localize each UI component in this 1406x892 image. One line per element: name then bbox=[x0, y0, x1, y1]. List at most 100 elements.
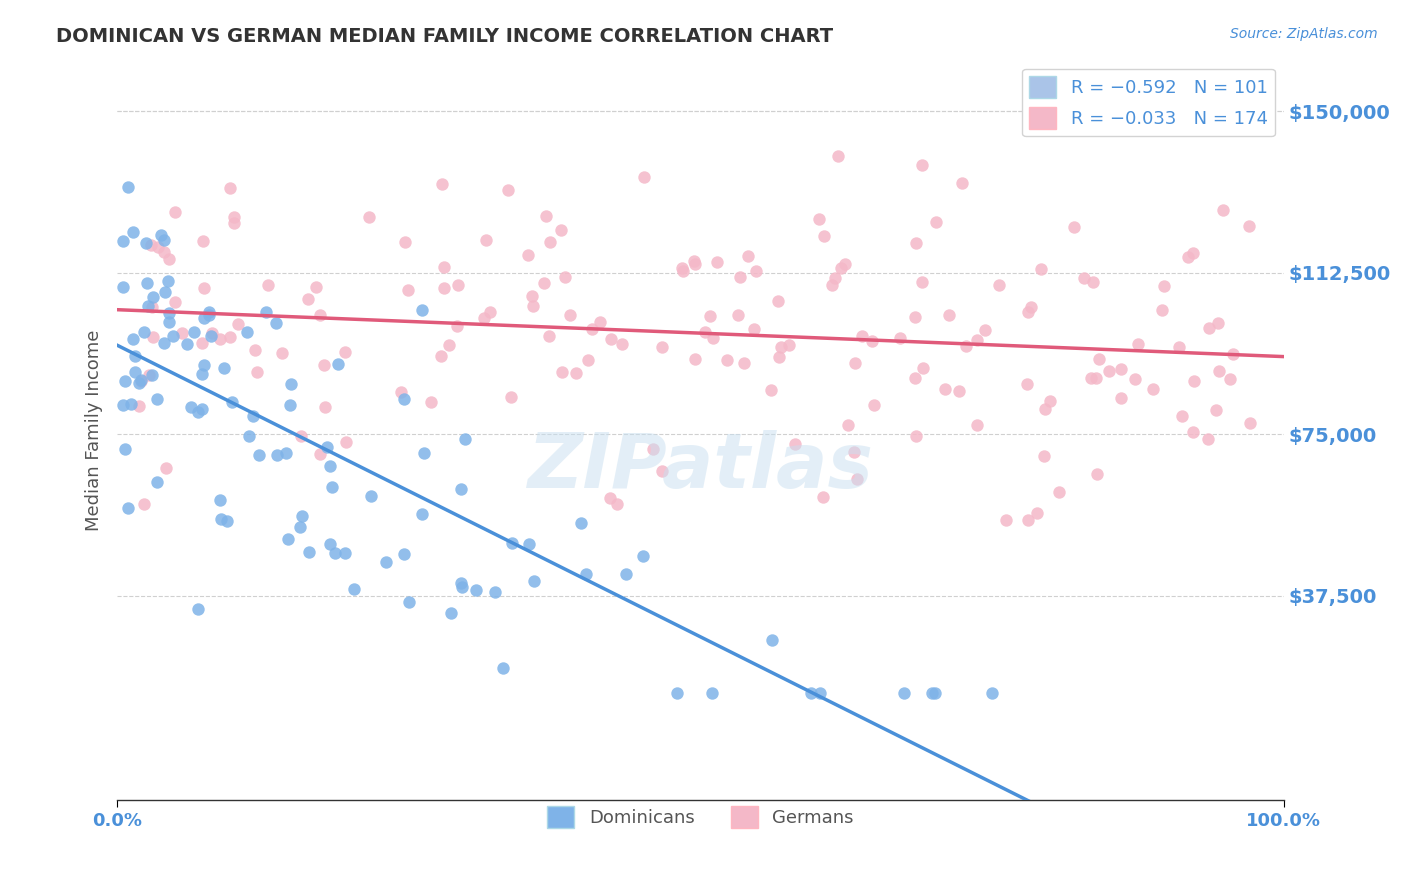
Point bbox=[520, 289, 543, 303]
Point bbox=[575, 567, 598, 582]
Point bbox=[565, 366, 588, 380]
Point bbox=[745, 264, 768, 278]
Point bbox=[1047, 485, 1070, 500]
Point bbox=[219, 329, 242, 343]
Point bbox=[413, 446, 436, 460]
Point bbox=[146, 392, 169, 406]
Point bbox=[516, 247, 538, 261]
Point bbox=[142, 330, 165, 344]
Point bbox=[499, 390, 522, 404]
Point bbox=[737, 249, 759, 263]
Point bbox=[247, 448, 270, 462]
Point bbox=[842, 445, 865, 459]
Point bbox=[146, 240, 169, 254]
Point bbox=[1168, 340, 1191, 354]
Point bbox=[1080, 371, 1102, 385]
Point bbox=[1032, 449, 1054, 463]
Point bbox=[153, 335, 176, 350]
Point bbox=[343, 582, 366, 596]
Point bbox=[198, 305, 221, 319]
Point bbox=[730, 270, 752, 285]
Point bbox=[666, 685, 689, 699]
Point bbox=[589, 315, 612, 329]
Point bbox=[966, 417, 988, 432]
Point bbox=[420, 395, 443, 409]
Point bbox=[472, 310, 495, 325]
Point bbox=[834, 257, 856, 271]
Point bbox=[193, 234, 215, 248]
Point bbox=[212, 360, 235, 375]
Point bbox=[981, 685, 1004, 699]
Point bbox=[392, 392, 415, 407]
Point bbox=[1083, 275, 1105, 289]
Point bbox=[904, 235, 927, 250]
Point bbox=[145, 475, 167, 489]
Point bbox=[111, 280, 134, 294]
Point bbox=[1182, 374, 1205, 388]
Point bbox=[742, 322, 765, 336]
Point bbox=[314, 358, 336, 372]
Point bbox=[193, 358, 215, 372]
Point bbox=[1033, 402, 1056, 417]
Point bbox=[122, 332, 145, 346]
Point bbox=[813, 229, 835, 244]
Point bbox=[733, 356, 755, 370]
Point bbox=[411, 508, 433, 522]
Point bbox=[538, 235, 561, 249]
Point bbox=[224, 210, 246, 224]
Point bbox=[671, 261, 693, 276]
Point bbox=[209, 512, 232, 526]
Point bbox=[128, 376, 150, 391]
Point bbox=[651, 464, 673, 478]
Point bbox=[440, 606, 463, 620]
Point bbox=[863, 398, 886, 412]
Point bbox=[298, 544, 321, 558]
Point bbox=[1206, 317, 1229, 331]
Point bbox=[1212, 202, 1234, 217]
Point bbox=[761, 383, 783, 397]
Point bbox=[193, 281, 215, 295]
Point bbox=[517, 537, 540, 551]
Point bbox=[120, 397, 142, 411]
Point bbox=[454, 432, 477, 446]
Point bbox=[112, 398, 135, 412]
Point bbox=[465, 582, 488, 597]
Point bbox=[533, 276, 555, 290]
Point bbox=[551, 365, 574, 379]
Point bbox=[1038, 393, 1060, 408]
Point bbox=[219, 181, 242, 195]
Point bbox=[761, 633, 783, 648]
Point bbox=[766, 293, 789, 308]
Point bbox=[938, 309, 960, 323]
Point bbox=[904, 429, 927, 443]
Point bbox=[193, 311, 215, 326]
Point bbox=[1181, 425, 1204, 439]
Point bbox=[616, 567, 638, 582]
Point bbox=[157, 306, 180, 320]
Point bbox=[333, 545, 356, 559]
Point bbox=[375, 555, 398, 569]
Point bbox=[325, 546, 347, 560]
Point bbox=[433, 281, 456, 295]
Point bbox=[600, 332, 623, 346]
Point bbox=[1073, 271, 1095, 285]
Point bbox=[1208, 364, 1230, 378]
Point bbox=[1019, 300, 1042, 314]
Point bbox=[824, 271, 846, 285]
Point bbox=[554, 269, 576, 284]
Point bbox=[221, 395, 243, 409]
Point bbox=[995, 513, 1018, 527]
Text: Source: ZipAtlas.com: Source: ZipAtlas.com bbox=[1230, 27, 1378, 41]
Point bbox=[394, 235, 416, 250]
Point bbox=[139, 237, 162, 252]
Point bbox=[280, 376, 302, 391]
Point bbox=[309, 308, 332, 322]
Point bbox=[266, 448, 288, 462]
Point bbox=[479, 305, 502, 319]
Point bbox=[170, 326, 193, 341]
Point bbox=[837, 418, 859, 433]
Point bbox=[612, 337, 634, 351]
Point bbox=[278, 398, 301, 412]
Point bbox=[238, 429, 260, 443]
Point bbox=[198, 308, 221, 322]
